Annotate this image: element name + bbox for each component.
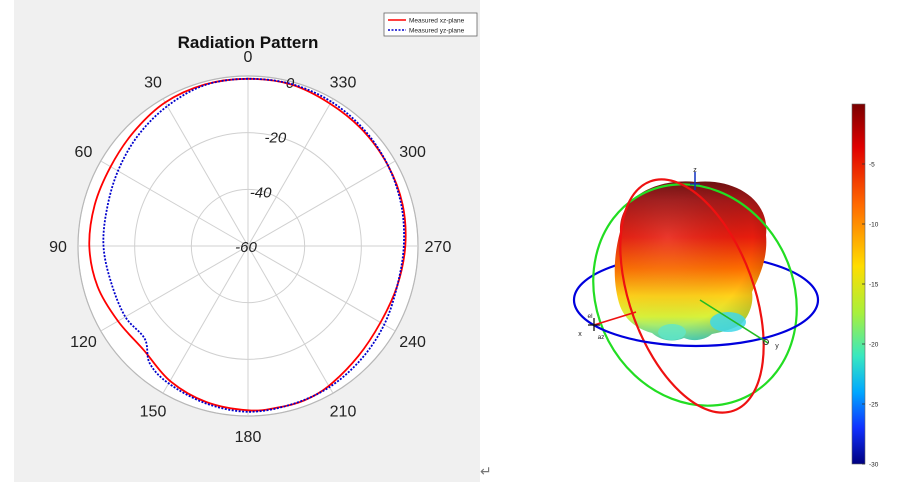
radial-tick-label: -60	[235, 239, 257, 256]
polar-grid-spoke	[162, 98, 249, 247]
series-line-yz-plane	[102, 77, 405, 413]
radial-tick-label: -40	[250, 184, 272, 201]
y-axis-marker	[763, 339, 769, 345]
colorbar-tick-label: -25	[869, 402, 879, 409]
polar-grid-spoke	[100, 160, 249, 247]
xz-plane-ring	[619, 178, 765, 414]
y-axis-line	[699, 299, 769, 344]
angle-tick-label: 210	[330, 404, 357, 421]
radial-tick-label: -20	[264, 130, 286, 147]
x-axis-label: x	[578, 331, 582, 338]
colorbar-tick-label: -10	[869, 222, 879, 229]
yz-plane-ring	[592, 183, 798, 407]
chart-title: Radiation Pattern	[178, 33, 319, 52]
colorbar-tick-label: -5	[869, 162, 875, 169]
polar-grid-spoke	[247, 98, 334, 247]
azimuth-ring-front	[572, 299, 820, 348]
lower-lobe	[710, 312, 746, 332]
angle-tick-label: 90	[49, 239, 67, 256]
angle-tick-label: 330	[330, 74, 357, 91]
angle-tick-label: 120	[70, 334, 97, 351]
angle-tick-label: 150	[140, 404, 167, 421]
angle-tick-label: 270	[425, 239, 452, 256]
legend-label: Measured xz-plane	[409, 18, 465, 25]
z-axis-label: z	[693, 167, 697, 174]
colorbar-tick-label: -15	[869, 282, 879, 289]
radiation-pattern-shading	[614, 181, 767, 341]
lower-lobe	[658, 324, 686, 340]
polar-grid-spoke	[162, 245, 249, 394]
el-label: el	[587, 313, 593, 320]
legend: Measured xz-plane Measured yz-plane	[383, 12, 478, 37]
origin-marker-icon	[588, 318, 600, 331]
legend-box	[383, 12, 478, 37]
polar-grid-spoke	[100, 245, 249, 332]
y-axis-label: y	[775, 343, 779, 350]
polar-grid-spoke	[247, 245, 396, 332]
legend-label: Measured yz-plane	[409, 28, 465, 35]
polar-grid-spoke	[247, 245, 334, 394]
colorbar-tick-label: -20	[869, 342, 879, 349]
angle-tick-label: 300	[399, 144, 426, 161]
angle-tick-label: 180	[235, 429, 262, 446]
colorbar-tick-label: -30	[869, 462, 879, 469]
polar-grid-spoke	[247, 160, 396, 247]
x-axis-line	[593, 311, 637, 326]
az-label: az	[598, 334, 605, 341]
angle-tick-label: 240	[399, 334, 426, 351]
angle-tick-label: 60	[75, 144, 93, 161]
angle-tick-label: 0	[244, 49, 253, 66]
angle-tick-label: 30	[144, 74, 162, 91]
return-arrow-icon: ↵	[480, 464, 492, 480]
